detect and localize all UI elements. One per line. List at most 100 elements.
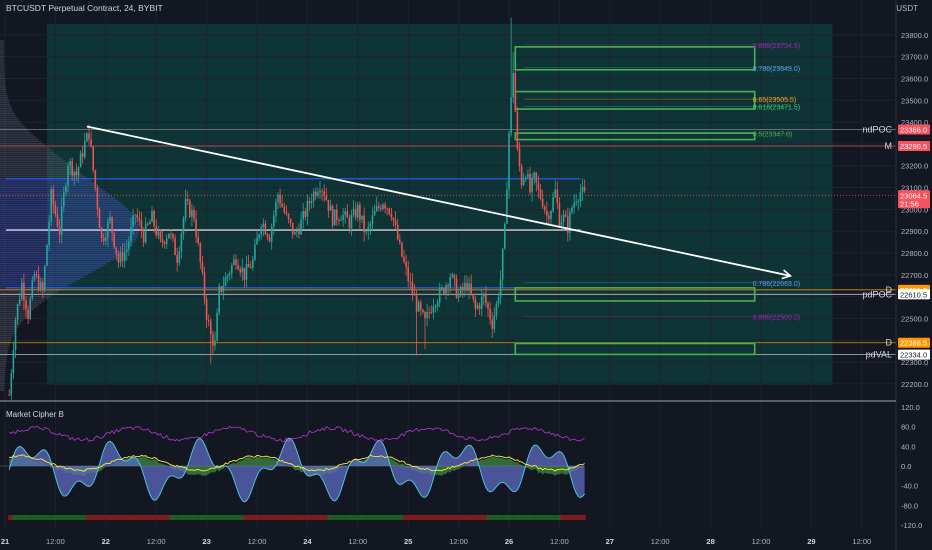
- candle-body: [283, 206, 286, 213]
- signal-strip-cell: [81, 515, 84, 520]
- candle-body: [571, 207, 573, 213]
- signal-strip-cell: [37, 515, 40, 520]
- volume-profile-bar: [0, 240, 135, 243]
- signal-strip-cell: [549, 515, 553, 520]
- candle-body: [514, 72, 517, 112]
- candle-body: [325, 195, 328, 201]
- signal-strip-cell: [188, 515, 191, 520]
- signal-strip-cell: [56, 515, 59, 520]
- volume-profile-bar: [0, 59, 5, 62]
- candle-body: [226, 275, 229, 278]
- signal-strip-cell: [396, 515, 399, 520]
- volume-profile-bar: [0, 40, 5, 43]
- volume-profile-bar: [0, 112, 15, 114]
- volume-profile-bar: [0, 343, 10, 346]
- candle-body: [117, 254, 120, 263]
- volume-profile-bar: [0, 164, 71, 167]
- candle-body: [302, 210, 304, 220]
- signal-strip-cell: [108, 515, 112, 520]
- volume-profile-bar: [0, 295, 52, 298]
- candle-body: [396, 224, 399, 240]
- volume-profile-bar: [0, 271, 92, 274]
- candle-body: [459, 286, 462, 296]
- signal-strip-cell: [499, 515, 502, 520]
- signal-strip-cell: [16, 515, 19, 520]
- signal-strip-cell: [304, 515, 307, 520]
- candle-body: [29, 298, 31, 319]
- volume-profile-bar: [0, 251, 124, 254]
- signal-strip-cell: [310, 515, 313, 520]
- candle-body: [165, 238, 168, 245]
- price-tick-label: 23500.0: [901, 96, 928, 105]
- candle-body: [504, 223, 506, 249]
- price-tag-label: 22610.5: [900, 290, 927, 299]
- candle-body: [300, 219, 302, 235]
- candle-body: [105, 237, 107, 241]
- signal-strip-cell: [165, 515, 168, 520]
- signal-strip-cell: [69, 515, 72, 520]
- candle-body: [579, 192, 582, 202]
- signal-strip-cell: [161, 515, 164, 520]
- signal-strip-cell: [207, 515, 210, 520]
- candle-body: [132, 214, 134, 227]
- signal-strip-cell: [144, 515, 147, 520]
- signal-strip-cell: [150, 515, 154, 520]
- signal-strip-cell: [428, 515, 431, 520]
- indicator-tick-label: -120.0: [901, 521, 922, 530]
- signal-strip-cell: [66, 515, 70, 520]
- candle-body: [378, 206, 380, 208]
- volume-profile-bar: [0, 99, 9, 101]
- volume-profile-bar: [0, 160, 66, 162]
- signal-strip-cell: [377, 515, 380, 520]
- candle-body: [577, 201, 580, 203]
- volume-profile-bar: [0, 363, 6, 365]
- signal-strip-cell: [10, 515, 13, 520]
- volume-profile-bar: [0, 201, 121, 204]
- candle-body: [371, 215, 374, 224]
- volume-profile-bar: [0, 193, 109, 195]
- candle-body: [275, 201, 277, 216]
- signal-strip-cell: [379, 515, 383, 520]
- candle-body: [420, 302, 422, 310]
- volume-profile-bar: [0, 380, 5, 383]
- volume-profile-bar: [0, 162, 69, 165]
- price-tick-label: 22300.0: [901, 358, 928, 367]
- signal-strip-cell: [358, 515, 362, 520]
- signal-strip-cell: [157, 515, 160, 520]
- signal-strip-cell: [566, 515, 569, 520]
- time-tick-label: 28: [706, 537, 714, 546]
- signal-strip-cell: [543, 515, 546, 520]
- signal-strip-cell: [159, 515, 162, 520]
- signal-strip-cell: [228, 515, 231, 520]
- candle-body: [405, 261, 407, 268]
- signal-strip-cell: [526, 515, 530, 520]
- candle-body: [142, 230, 145, 243]
- price-tag-label: 22334.0: [900, 351, 927, 360]
- signal-strip-cell: [291, 515, 294, 520]
- signal-strip-cell: [132, 515, 135, 520]
- signal-strip-cell: [106, 515, 110, 520]
- volume-profile-bar: [0, 317, 26, 319]
- candle-body: [18, 299, 21, 305]
- signal-strip-cell: [190, 515, 194, 520]
- candle-body: [583, 187, 586, 191]
- signal-strip-cell: [281, 515, 284, 520]
- signal-strip-cell: [102, 515, 105, 520]
- signal-strip-cell: [50, 515, 53, 520]
- signal-strip-cell: [531, 515, 534, 520]
- candle-body: [336, 209, 338, 221]
- volume-profile-bar: [0, 68, 5, 71]
- candle-body: [310, 201, 313, 204]
- candle-body: [474, 299, 477, 309]
- candle-body: [457, 295, 460, 298]
- signal-strip-cell: [274, 515, 278, 520]
- volume-profile-bar: [0, 186, 100, 189]
- signal-strip-cell: [583, 515, 586, 520]
- candle-body: [268, 237, 271, 242]
- signal-strip-cell: [461, 515, 464, 520]
- candle-body: [493, 315, 496, 329]
- candle-body: [186, 199, 189, 201]
- volume-profile-bar: [0, 182, 94, 184]
- signal-strip-cell: [447, 515, 450, 520]
